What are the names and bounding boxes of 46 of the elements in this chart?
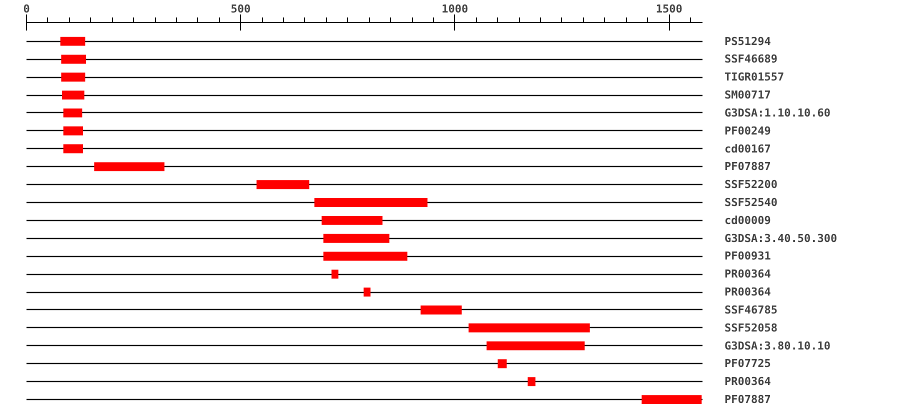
bar xyxy=(256,180,310,190)
bar xyxy=(314,198,428,207)
bar xyxy=(322,216,382,225)
bar xyxy=(528,377,536,386)
y-tick-label: SSF46689 xyxy=(724,52,778,66)
x-tick-label: 1000 xyxy=(442,2,468,16)
y-tick-label: PF07887 xyxy=(724,393,771,406)
y-tick-label: SM00717 xyxy=(724,88,771,102)
bar xyxy=(486,341,585,350)
bar xyxy=(642,395,702,404)
y-tick-label: cd00167 xyxy=(724,142,771,156)
y-tick-label: SSF46785 xyxy=(724,303,778,316)
y-tick-label: SSF52058 xyxy=(724,321,778,334)
y-tick-label: PR00364 xyxy=(724,286,772,299)
y-tick-label: PR00364 xyxy=(724,375,772,388)
bar xyxy=(364,288,370,297)
y-tick-label: PF00249 xyxy=(724,124,771,138)
y-tick-label: G3DSA:3.80.10.10 xyxy=(724,339,830,352)
bar xyxy=(63,108,82,118)
y-tick-label: PF07887 xyxy=(724,160,771,174)
x-tick-label: 1500 xyxy=(656,2,682,16)
bar xyxy=(332,270,338,279)
y-tick-label: PF00931 xyxy=(724,250,772,263)
y-tick-label: SSF52200 xyxy=(724,178,778,192)
y-tick-label: G3DSA:3.40.50.300 xyxy=(724,232,838,245)
bar xyxy=(61,72,86,82)
bar xyxy=(323,252,408,261)
bar xyxy=(63,126,84,136)
bar xyxy=(420,306,462,314)
y-tick-label: TIGR01557 xyxy=(724,70,784,84)
bar xyxy=(60,36,86,46)
bar xyxy=(94,162,164,172)
y-tick-label: PR00364 xyxy=(724,268,772,281)
bar xyxy=(61,54,86,64)
bar xyxy=(62,90,84,100)
y-tick-label: G3DSA:1.10.10.60 xyxy=(724,106,830,120)
bar xyxy=(323,234,390,243)
y-tick-label: SSF52540 xyxy=(724,196,778,210)
bar xyxy=(498,359,507,368)
x-tick-label: 0 xyxy=(23,2,30,16)
y-tick-label: PF07725 xyxy=(724,357,771,370)
y-tick-label: PS51294 xyxy=(724,34,772,48)
x-tick-label: 500 xyxy=(230,2,251,16)
bar xyxy=(468,323,590,332)
y-tick-label: cd00009 xyxy=(724,214,771,227)
bar xyxy=(63,144,84,154)
